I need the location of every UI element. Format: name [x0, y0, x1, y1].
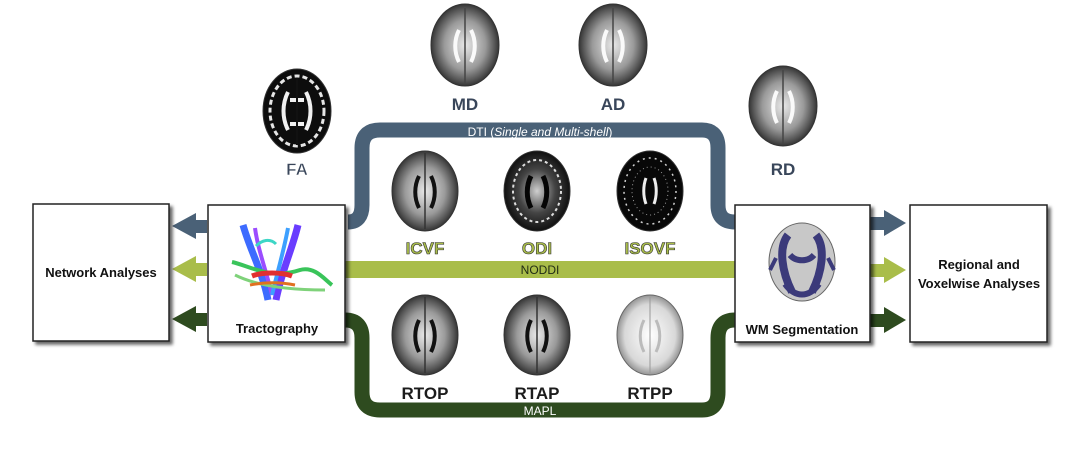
regional-label-line2: Voxelwise Analyses [918, 276, 1040, 291]
fa-brain-image [262, 68, 332, 154]
odi-label: ODI [522, 239, 552, 258]
right-arrows [870, 210, 906, 333]
rtap-label: RTAP [514, 384, 559, 403]
noddi-band-label: NODDI [521, 263, 560, 277]
ad-label: AD [601, 95, 626, 114]
noddi-left-arrow [172, 256, 196, 282]
icvf-label: ICVF [406, 239, 445, 258]
tractography-label: Tractography [236, 321, 319, 336]
dti-band-label: DTI (Single and Multi-shell) [468, 125, 613, 139]
rtop-brain-image [391, 294, 459, 376]
mapl-band-label: MAPL [524, 404, 557, 418]
fa-label: FA [286, 160, 308, 179]
wm-segmentation-label: WM Segmentation [746, 322, 859, 337]
regional-voxelwise-box: Regional and Voxelwise Analyses [909, 204, 1048, 343]
rtpp-label: RTPP [627, 384, 672, 403]
rtop-label: RTOP [402, 384, 449, 403]
rtap-brain-image [503, 294, 571, 376]
network-analyses-box: Network Analyses [32, 203, 170, 342]
icvf-brain-image [391, 150, 459, 232]
network-analyses-label: Network Analyses [45, 265, 157, 280]
md-brain-image [430, 3, 500, 87]
mapl-right-arrow [884, 307, 906, 333]
tractography-image [231, 224, 334, 301]
rtpp-brain-image [616, 294, 684, 376]
wm-segmentation-box: WM Segmentation [734, 204, 871, 343]
noddi-right-arrow [884, 257, 906, 283]
regional-label-line1: Regional and [938, 257, 1020, 272]
mapl-band: MAPL [344, 312, 736, 418]
isovf-brain-image [616, 150, 684, 232]
noddi-band: NODDI [345, 261, 737, 278]
left-arrows [172, 213, 207, 332]
isovf-label: ISOVF [624, 239, 675, 258]
rd-brain-image [748, 65, 818, 147]
rd-label: RD [771, 160, 796, 179]
dti-band: DTI (Single and Multi-shell) [347, 122, 736, 230]
dti-left-arrow [172, 213, 196, 239]
md-label: MD [452, 95, 478, 114]
odi-brain-image [503, 150, 571, 232]
ad-brain-image [578, 3, 648, 87]
tractography-box: Tractography [207, 204, 346, 343]
mapl-left-arrow [172, 306, 196, 332]
dti-right-arrow [884, 210, 906, 236]
wm-segmentation-image [768, 222, 836, 302]
